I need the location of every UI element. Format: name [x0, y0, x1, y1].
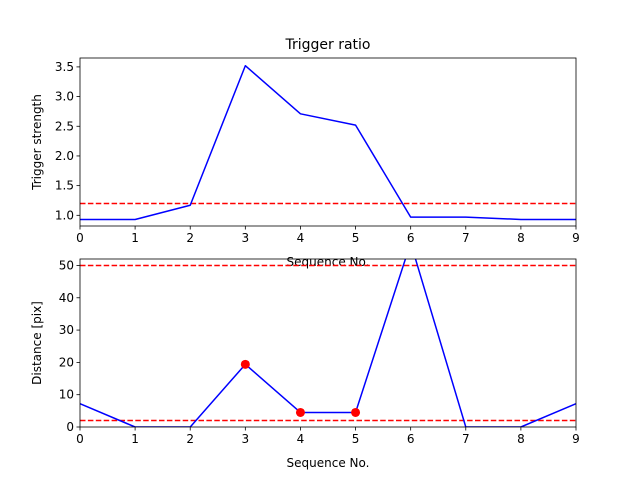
top-x-tick-label: 6	[407, 231, 415, 245]
bottom-x-tick-label: 2	[186, 432, 194, 446]
bottom-x-tick-label: 3	[242, 432, 250, 446]
bottom-y-tick-label: 50	[59, 258, 74, 272]
top-x-tick-label: 2	[186, 231, 194, 245]
bottom-y-tick-label: 0	[66, 420, 74, 434]
bottom-y-axis-label: Distance [pix]	[30, 301, 44, 385]
top-axes-frame	[79, 57, 577, 227]
bottom-y-tick-label: 20	[59, 355, 74, 369]
top-y-tick-label: 2.0	[55, 149, 74, 163]
top-y-tick-label: 2.5	[55, 119, 74, 133]
top-x-tick-label: 4	[297, 231, 305, 245]
top-x-tick-label: 5	[352, 231, 360, 245]
top-x-tick-label: 1	[131, 231, 139, 245]
bottom-data-marker	[295, 407, 305, 417]
bottom-y-tick-label: 40	[59, 291, 74, 305]
top-y-tick-label: 1.5	[55, 179, 74, 193]
top-chart-title: Trigger ratio	[284, 37, 370, 53]
bottom-data-marker	[240, 359, 250, 369]
top-x-tick-label: 7	[462, 231, 470, 245]
top-x-tick-label: 9	[572, 231, 580, 245]
bottom-x-tick-label: 7	[462, 432, 470, 446]
bottom-x-tick-label: 1	[131, 432, 139, 446]
top-subplot: Trigger ratio 0 1 2 3 4 5 6 7 8 9 1.0 1.5 2.0 2.5 3.0…	[30, 37, 580, 269]
bottom-y-tick-label: 30	[59, 323, 74, 337]
top-series-line-1	[80, 64, 576, 221]
bottom-y-tick-label: 10	[59, 388, 74, 402]
top-y-tick-label: 3.5	[55, 60, 74, 74]
bottom-subplot: 0 1 2 3 4 5 6 7 8 9 0 10 20 30 40 50 Sequence No. Dist…	[30, 258, 580, 470]
bottom-x-axis-label: Sequence No.	[287, 456, 370, 470]
bottom-x-tick-label: 6	[407, 432, 415, 446]
bottom-data-marker	[351, 407, 361, 417]
bottom-x-tick-label: 0	[76, 432, 84, 446]
top-y-tick-label: 1.0	[55, 208, 74, 222]
bottom-axes-frame	[79, 258, 577, 428]
bottom-x-tick-label: 9	[572, 432, 580, 446]
bottom-series-line-1	[80, 259, 576, 427]
bottom-x-tick-label: 4	[297, 432, 305, 446]
top-x-tick-label: 8	[517, 231, 525, 245]
bottom-x-tick-label: 8	[517, 432, 525, 446]
top-x-tick-label: 0	[76, 231, 84, 245]
top-x-tick-label: 3	[242, 231, 250, 245]
bottom-x-tick-label: 5	[352, 432, 360, 446]
top-y-axis-label: Trigger strength	[30, 94, 44, 191]
top-y-tick-label: 3.0	[55, 90, 74, 104]
top-x-axis-label: Sequence No.	[287, 255, 370, 269]
